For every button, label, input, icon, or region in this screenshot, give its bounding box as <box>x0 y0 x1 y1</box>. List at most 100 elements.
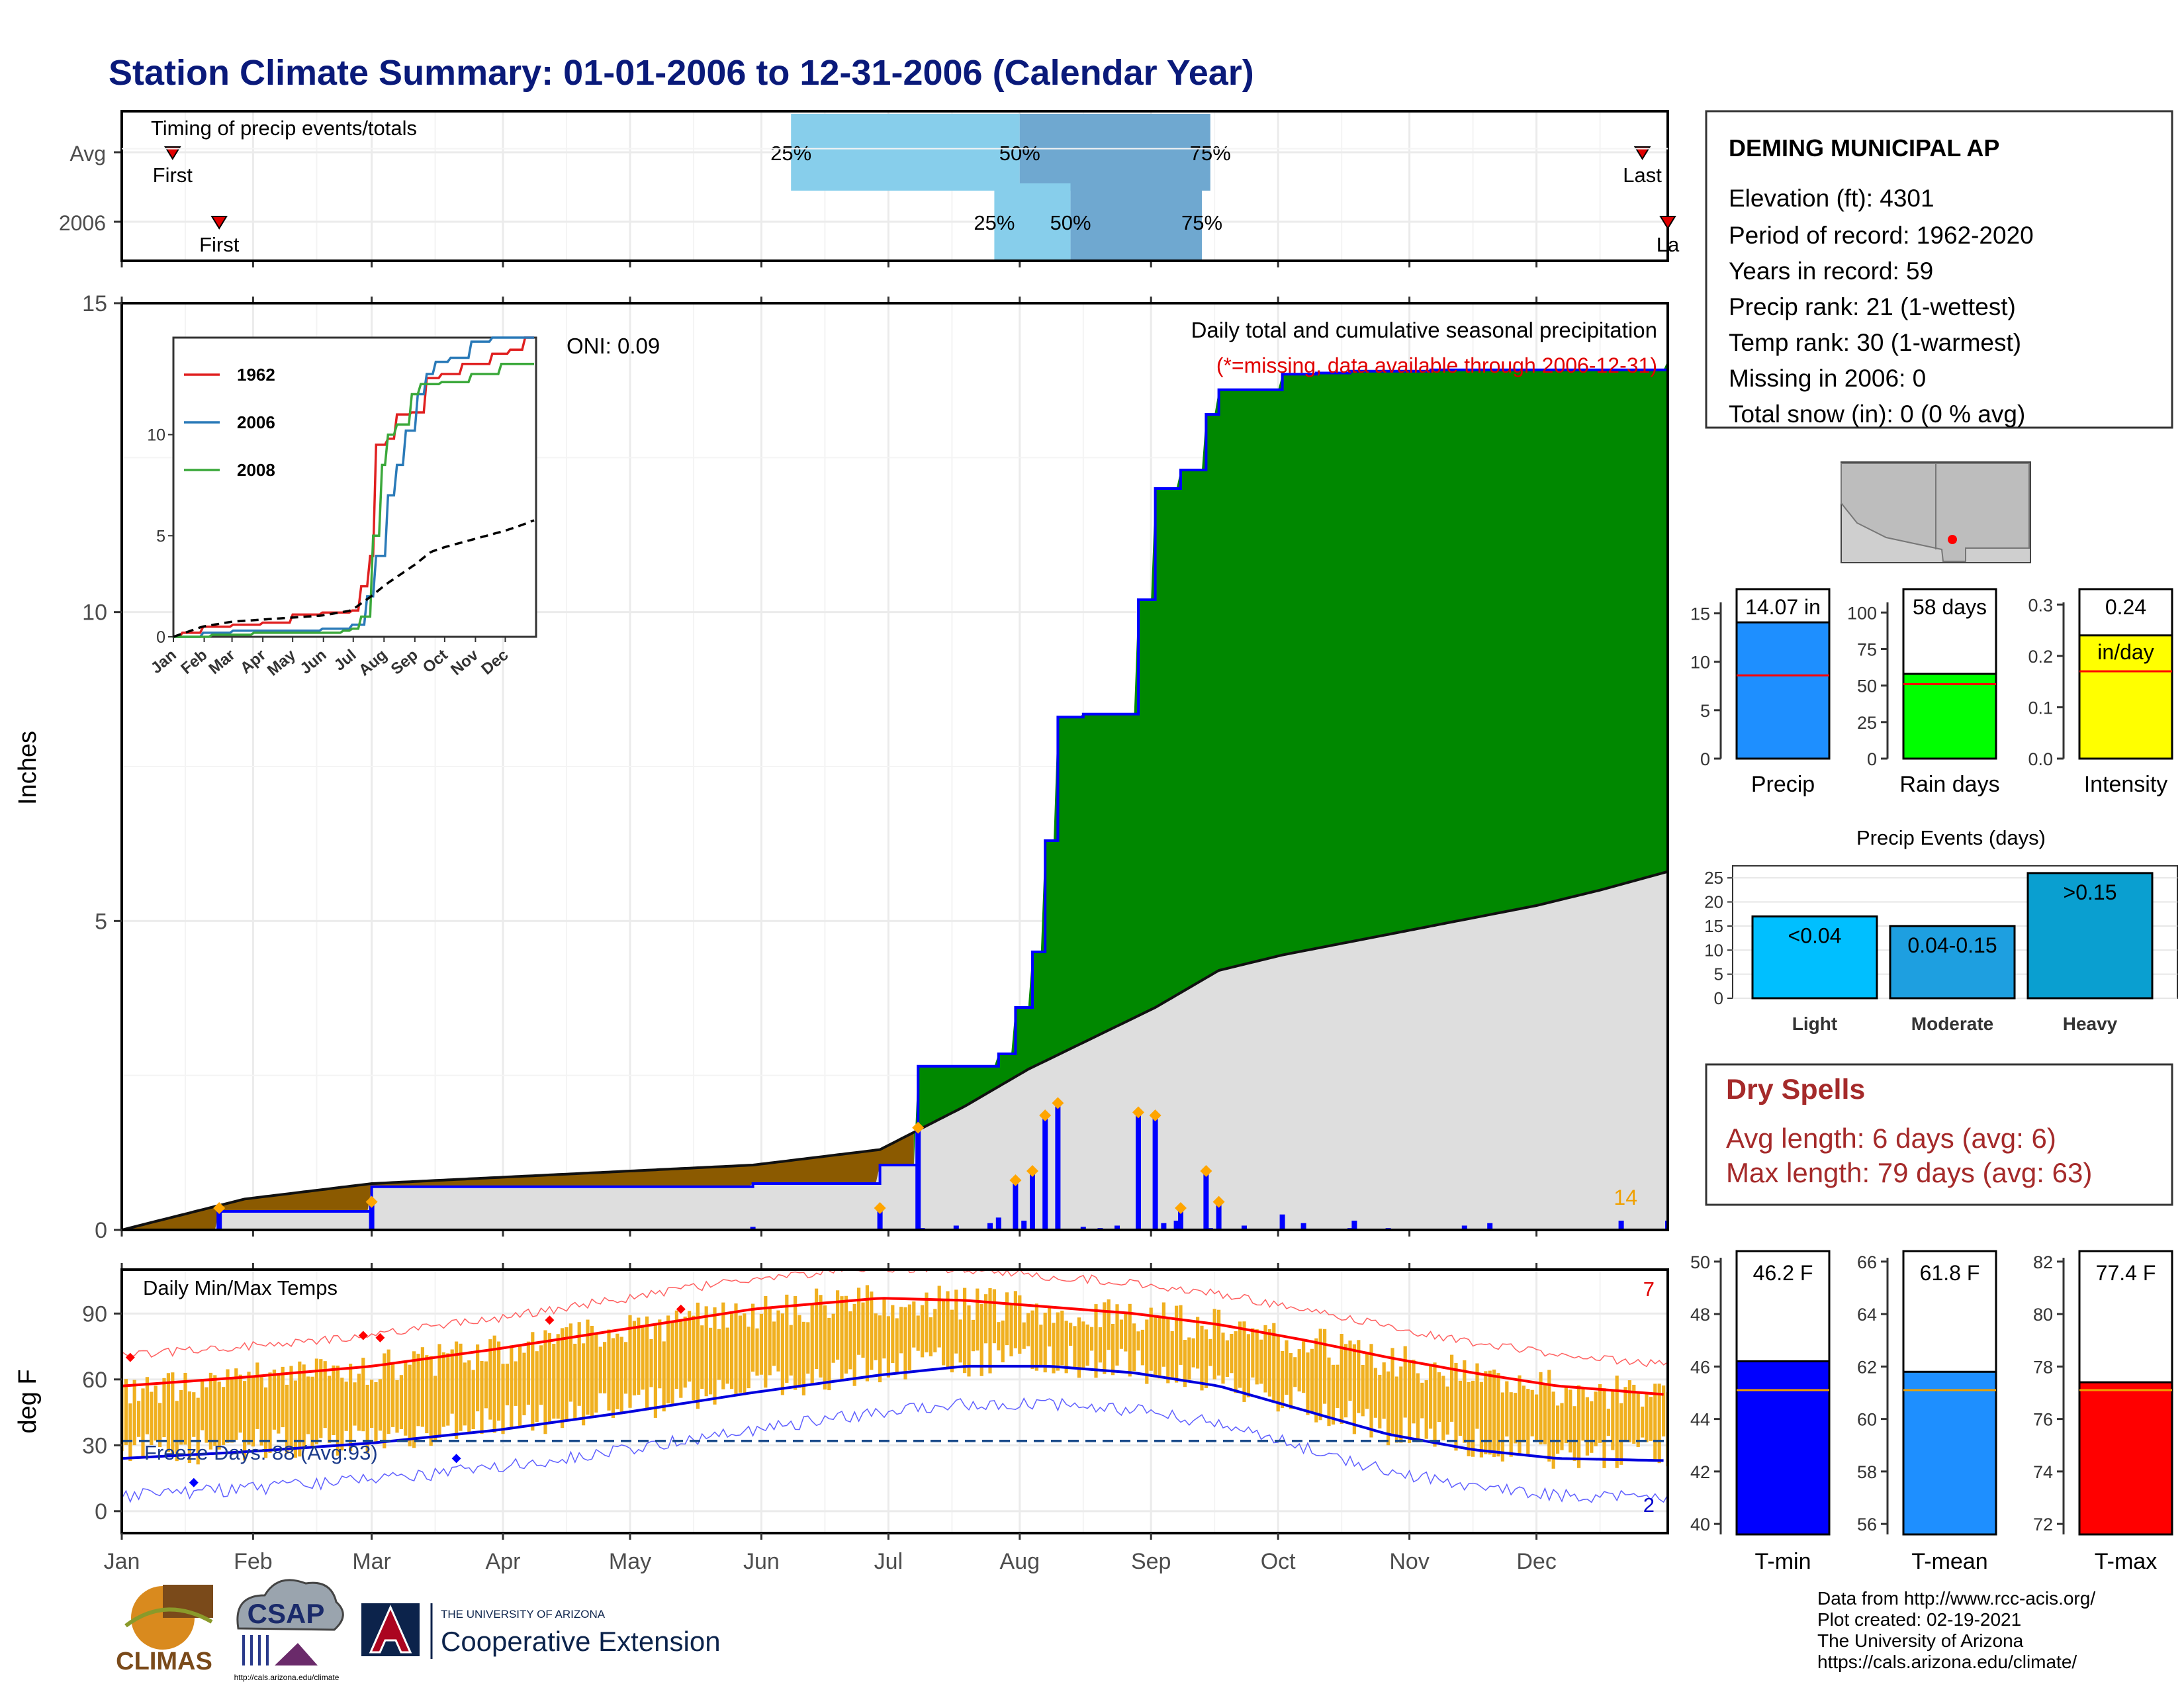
daily-temp-bar <box>1539 1372 1543 1444</box>
timing-percentile-label: 25% <box>974 211 1015 234</box>
daily-temp-bar <box>1572 1406 1576 1461</box>
record-high-marker <box>545 1315 555 1325</box>
daily-temp-bar <box>709 1327 713 1395</box>
daily-temp-bar <box>1234 1331 1238 1393</box>
daily-temp-bar <box>780 1313 784 1395</box>
inset-average-line <box>173 519 535 638</box>
dry-spells-avg: Avg length: 6 days (avg: 6) <box>1726 1123 2056 1154</box>
daily-temp-bar <box>277 1374 281 1434</box>
inset-x-tick-label: Jan <box>148 646 180 677</box>
record-high-marker <box>676 1304 686 1314</box>
daily-temp-bar <box>1246 1334 1250 1397</box>
daily-temp-bar <box>1357 1340 1361 1413</box>
events-bar <box>1751 915 1878 1000</box>
mini-bar-tick-label: 100 <box>1847 603 1877 623</box>
last-event-marker <box>1659 216 1676 230</box>
daily-temp-bar <box>1119 1319 1123 1349</box>
climas-logo-swoosh <box>124 1607 213 1628</box>
daily-temp-bar <box>704 1306 708 1397</box>
daily-temp-bar <box>259 1377 263 1446</box>
daily-temp-bar <box>1013 1291 1017 1348</box>
daily-temp-bar <box>819 1295 823 1378</box>
daily-temp-bar <box>1230 1334 1234 1374</box>
daily-precip-bar <box>1461 1225 1467 1230</box>
events-bar <box>1889 925 2016 1000</box>
daily-temp-bar <box>399 1375 403 1429</box>
daily-temp-bar <box>289 1366 293 1451</box>
heavy-event-marker <box>1009 1174 1022 1186</box>
cold-days-count: 2 <box>1643 1493 1655 1517</box>
daily-temp-bar <box>582 1343 586 1426</box>
daily-temp-bar <box>467 1360 471 1433</box>
daily-temp-bar <box>1424 1380 1428 1439</box>
daily-temp-bar <box>1022 1322 1026 1349</box>
events-tick-label: 10 <box>1704 940 1723 960</box>
inset-x-tick-label: Mar <box>205 646 238 678</box>
events-tick-label: 20 <box>1704 892 1723 912</box>
daily-temp-bar <box>607 1329 611 1411</box>
daily-temp-bar <box>272 1369 276 1430</box>
daily-temp-bar <box>425 1355 429 1434</box>
daily-temp-bar <box>1479 1382 1483 1458</box>
daily-temp-bar <box>662 1341 666 1412</box>
daily-precip-bar <box>1351 1221 1357 1230</box>
daily-temp-bar <box>1394 1376 1398 1443</box>
daily-precip-bar <box>1042 1119 1048 1230</box>
daily-precip-bar <box>1487 1223 1493 1230</box>
last-event-marker <box>1633 146 1651 160</box>
daily-temp-bar <box>1378 1374 1382 1429</box>
daily-temp-bar <box>789 1325 793 1376</box>
daily-temp-bar <box>429 1356 433 1446</box>
daily-temp-bar <box>238 1374 242 1433</box>
daily-temp-bar <box>670 1321 674 1404</box>
daily-temp-bar <box>764 1295 768 1388</box>
daily-temp-bar <box>526 1341 530 1405</box>
daily-temp-bar <box>217 1382 221 1450</box>
events-bar-label: >0.15 <box>2064 880 2117 904</box>
events-tick-label: 25 <box>1704 868 1723 888</box>
daily-temp-bar <box>404 1361 408 1436</box>
mini-bar-tick-label: 15 <box>1690 604 1710 624</box>
daily-temp-bar <box>488 1339 492 1420</box>
daily-temp-bar <box>1598 1384 1602 1443</box>
inset-frame <box>172 336 537 638</box>
daily-temp-bar <box>992 1289 996 1344</box>
daily-temp-bar <box>420 1347 424 1427</box>
daily-precip-bar <box>1030 1174 1035 1230</box>
daily-temp-bar <box>1073 1326 1077 1369</box>
daily-temp-bar <box>666 1315 670 1403</box>
events-category-label: Light <box>1792 1013 1837 1034</box>
csap-logo: CSAP http://cals.arizona.edu/climate <box>234 1579 344 1682</box>
below-average-area <box>122 1132 914 1230</box>
daily-precip-bar <box>953 1225 959 1230</box>
cumulative-2006-line <box>122 360 1668 1230</box>
mini-bar-value-label: 0.24 <box>2105 595 2146 619</box>
daily-temp-bar <box>1306 1352 1310 1415</box>
month-tick-label: Nov <box>1389 1549 1429 1574</box>
daily-temp-bar <box>145 1377 149 1434</box>
daily-temp-bar <box>340 1378 344 1451</box>
daily-temp-bar <box>1463 1360 1467 1443</box>
avg-max-temp-line <box>122 1297 1664 1396</box>
daily-temp-bar <box>437 1344 441 1438</box>
daily-temp-bar <box>1145 1319 1149 1384</box>
daily-temp-bar <box>1103 1302 1107 1374</box>
daily-temp-bar <box>772 1321 776 1366</box>
daily-temp-bar <box>967 1305 971 1377</box>
daily-temp-bar <box>1272 1323 1276 1401</box>
events-bar <box>2026 872 2154 1000</box>
daily-temp-bar <box>349 1364 353 1451</box>
temp-bar-value-label: 77.4 F <box>2096 1261 2156 1285</box>
month-tick-label: Dec <box>1516 1549 1556 1574</box>
temp-bar-tick-label: 46 <box>1690 1357 1710 1377</box>
above-average-area <box>913 360 1668 1165</box>
csap-url: http://cals.arizona.edu/climate <box>234 1673 340 1682</box>
mini-bar-value <box>2078 634 2173 760</box>
daily-temp-bar <box>815 1288 819 1370</box>
daily-temp-bar <box>1365 1352 1369 1409</box>
daily-temp-bar <box>205 1387 208 1443</box>
avg-min-temp-line <box>122 1364 1664 1462</box>
daily-temp-bar <box>1662 1385 1666 1436</box>
station-precip-rank: Precip rank: 21 (1-wettest) <box>1729 293 2016 320</box>
daily-temp-bar <box>912 1301 916 1348</box>
